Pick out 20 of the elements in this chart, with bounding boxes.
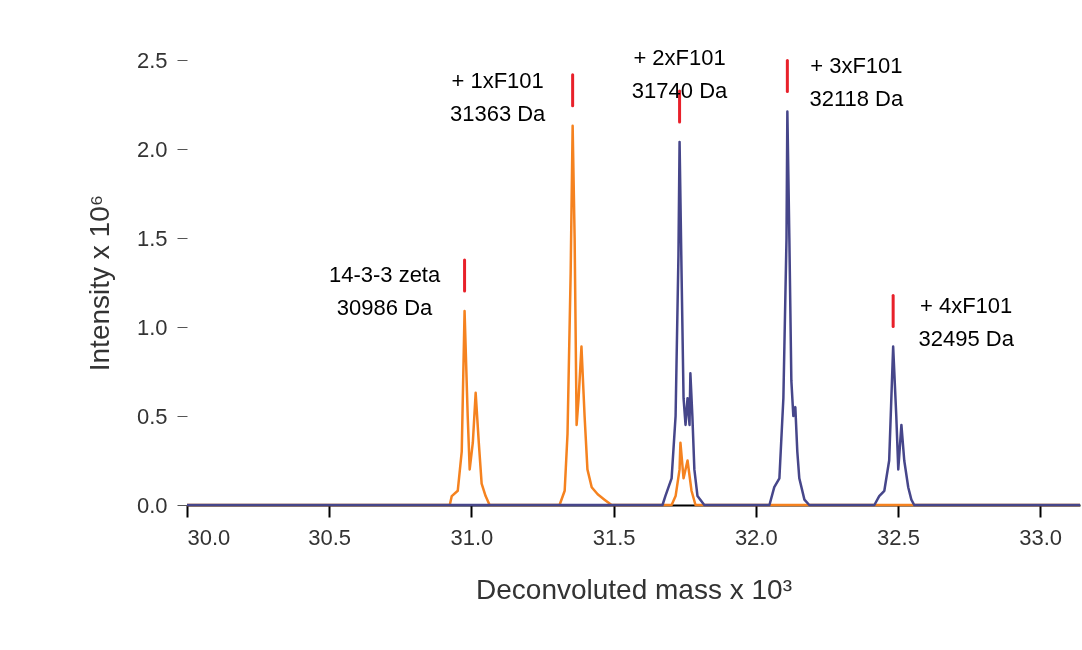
annotation: + 2xF101 31740 Da — [631, 44, 729, 103]
y-tick-label: 1.5 — [136, 225, 168, 251]
y-axis-title: Intensity x 10⁶ — [83, 194, 115, 372]
annotation: + 1xF101 31363 Da — [449, 67, 547, 126]
x-tick-label: 31.0 — [450, 524, 494, 550]
annotation: + 4xF101 32495 Da — [918, 292, 1015, 351]
x-tick-label: 30.5 — [308, 524, 352, 550]
x-tick-label: 32.5 — [877, 524, 920, 550]
y-tick-label: 0.5 — [136, 403, 168, 429]
annotation: 14-3-3 zeta 30986 Da — [328, 261, 441, 320]
x-tick-label: 33.0 — [1019, 524, 1063, 550]
y-tick-label: 2.0 — [136, 136, 168, 162]
y-tick-label: 1.0 — [136, 314, 168, 340]
y-tick-label: 0.0 — [136, 492, 168, 518]
x-tick-label: 31.5 — [592, 524, 636, 550]
x-tick-label: 30.0 — [187, 524, 231, 550]
annotation: + 3xF101 32118 Da — [809, 52, 905, 111]
y-tick-label: 2.5 — [136, 47, 168, 73]
x-axis-title: Deconvoluted mass x 10³ — [476, 573, 792, 605]
x-tick-label: 32.0 — [734, 524, 778, 550]
